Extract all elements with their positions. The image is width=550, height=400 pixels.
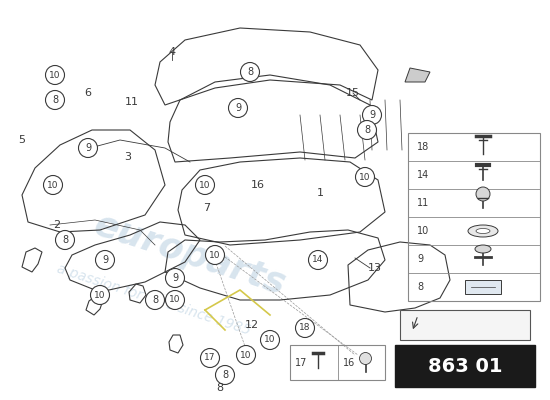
Circle shape [240, 62, 260, 82]
Circle shape [360, 352, 371, 364]
Circle shape [355, 168, 375, 186]
Text: 10: 10 [199, 180, 211, 190]
Text: 17: 17 [295, 358, 307, 368]
Circle shape [166, 290, 184, 310]
Text: 8: 8 [152, 295, 158, 305]
Text: 9: 9 [369, 110, 375, 120]
Text: 10: 10 [94, 290, 106, 300]
Text: 8: 8 [417, 282, 423, 292]
Ellipse shape [475, 245, 491, 253]
Text: 18: 18 [417, 142, 429, 152]
Text: 11: 11 [125, 97, 139, 107]
Text: 4: 4 [168, 47, 175, 57]
Text: 9: 9 [417, 254, 423, 264]
Circle shape [228, 98, 248, 118]
Text: 7: 7 [204, 203, 211, 213]
Text: europarts: europarts [90, 208, 290, 302]
Text: 9: 9 [85, 143, 91, 153]
Circle shape [96, 250, 114, 270]
Circle shape [79, 138, 97, 158]
Polygon shape [405, 68, 430, 82]
Text: 863 01: 863 01 [428, 356, 502, 376]
Text: 16: 16 [251, 180, 265, 190]
Text: 10: 10 [240, 350, 252, 360]
Circle shape [46, 90, 64, 110]
Text: 10: 10 [209, 250, 221, 260]
Text: 8: 8 [222, 370, 228, 380]
Ellipse shape [468, 225, 498, 237]
Circle shape [261, 330, 279, 350]
Text: 6: 6 [85, 88, 91, 98]
Bar [290, 345, 385, 380]
Text: 10: 10 [47, 180, 59, 190]
Circle shape [362, 106, 382, 124]
Text: 9: 9 [235, 103, 241, 113]
Text: 8: 8 [217, 383, 223, 393]
Text: 18: 18 [299, 324, 311, 332]
Text: 15: 15 [346, 88, 360, 98]
Bar [408, 133, 540, 301]
Circle shape [56, 230, 74, 250]
Text: 8: 8 [62, 235, 68, 245]
Circle shape [91, 286, 109, 304]
Circle shape [236, 346, 256, 364]
Text: 8: 8 [247, 67, 253, 77]
Circle shape [46, 66, 64, 84]
Circle shape [146, 290, 164, 310]
Text: 14: 14 [417, 170, 429, 180]
Text: 10: 10 [264, 336, 276, 344]
Ellipse shape [476, 228, 490, 234]
Text: 9: 9 [172, 273, 178, 283]
Text: 3: 3 [124, 152, 131, 162]
Circle shape [295, 318, 315, 338]
Circle shape [43, 176, 63, 194]
Text: 12: 12 [245, 320, 259, 330]
Circle shape [216, 366, 234, 384]
Text: a passion for cars since 1985: a passion for cars since 1985 [55, 262, 252, 338]
Text: 10: 10 [169, 296, 181, 304]
Text: 16: 16 [343, 358, 355, 368]
Text: 17: 17 [204, 354, 216, 362]
Circle shape [309, 250, 327, 270]
Text: 10: 10 [50, 70, 60, 80]
Text: 13: 13 [368, 263, 382, 273]
Text: 10: 10 [359, 172, 371, 182]
Bar [465, 280, 501, 294]
Circle shape [476, 187, 490, 201]
Text: 8: 8 [52, 95, 58, 105]
Text: 8: 8 [364, 125, 370, 135]
Circle shape [206, 246, 224, 264]
Circle shape [358, 120, 377, 140]
Text: 9: 9 [102, 255, 108, 265]
Text: 11: 11 [417, 198, 429, 208]
Text: 1: 1 [316, 188, 323, 198]
Bar [400, 310, 530, 340]
Text: 2: 2 [53, 220, 60, 230]
Circle shape [195, 176, 215, 194]
Text: 5: 5 [19, 135, 25, 145]
Circle shape [201, 348, 219, 368]
Text: 10: 10 [417, 226, 429, 236]
Circle shape [166, 268, 184, 288]
Text: 14: 14 [312, 256, 324, 264]
Bar [395, 345, 535, 387]
